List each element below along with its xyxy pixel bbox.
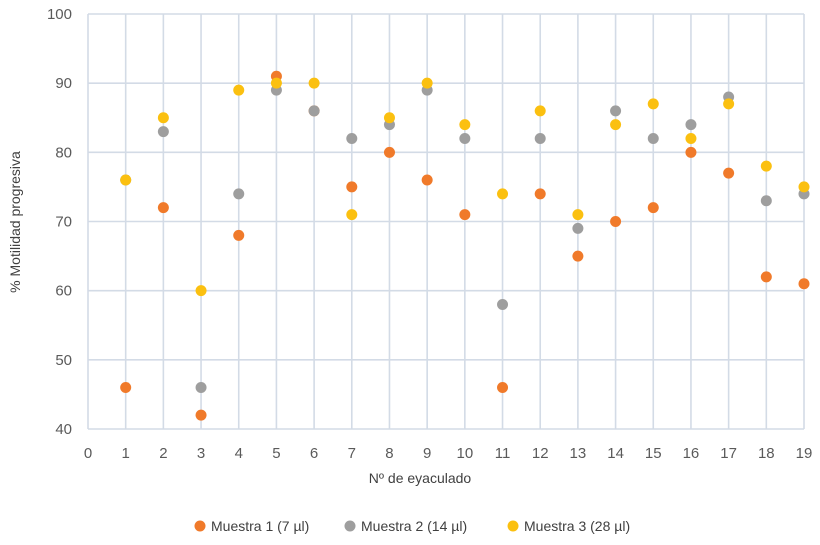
data-point-series-1 [233,229,245,241]
data-point-series-1 [497,382,509,393]
y-tick-label: 40 [55,421,72,438]
data-point-series-3 [233,84,245,96]
data-point-series-2 [685,119,697,131]
data-point-series-3 [459,119,471,131]
y-tick-label: 100 [47,6,72,23]
y-tick-label: 90 [55,75,72,92]
x-tick-label: 0 [84,445,92,462]
data-point-series-3 [798,181,810,193]
data-point-series-1 [685,146,697,158]
data-point-series-3 [308,77,320,89]
data-point-series-1 [610,216,622,227]
data-point-series-1 [346,181,358,193]
x-tick-label: 5 [272,445,280,462]
x-tick-label: 12 [532,445,549,462]
x-tick-label: 13 [570,445,587,462]
y-tick-label: 80 [55,144,72,161]
data-point-series-1 [760,271,772,283]
data-point-series-1 [421,174,433,186]
legend-marker [507,520,519,532]
legend-label: Muestra 3 (28 µl) [524,518,630,534]
data-point-series-3 [610,119,622,131]
data-point-series-2 [610,105,622,117]
data-point-series-2 [346,133,358,144]
data-point-series-3 [760,160,772,172]
data-point-series-1 [798,278,810,290]
y-axis-ticks: 40 50 60 70 80 90 100 [47,6,72,438]
x-tick-label: 19 [796,445,813,462]
x-tick-label: 3 [197,445,205,462]
x-tick-label: 8 [385,445,393,462]
x-tick-label: 1 [122,445,130,462]
data-point-series-3 [195,285,207,297]
y-tick-label: 50 [55,352,72,369]
data-point-series-2 [534,133,546,144]
data-point-series-2 [459,133,471,144]
data-point-series-2 [233,188,245,200]
x-axis-ticks: 0 1 2 3 4 5 6 7 8 9 10 11 12 13 14 15 16 17 18 19 [84,445,813,462]
legend: Muestra 1 (7 µl) Muestra 2 (14 µl) Muestra… [194,518,630,534]
data-points [120,70,810,421]
x-tick-label: 9 [423,445,431,462]
data-point-series-2 [647,133,659,144]
x-tick-label: 6 [310,445,318,462]
x-tick-label: 2 [159,445,167,462]
data-point-series-2 [308,105,320,117]
x-tick-label: 18 [758,445,775,462]
data-point-series-2 [157,126,169,138]
data-point-series-1 [723,167,735,179]
data-point-series-3 [647,98,659,110]
data-point-series-1 [647,202,659,214]
x-tick-label: 16 [683,445,700,462]
x-tick-label: 14 [607,445,624,462]
data-point-series-3 [383,112,395,124]
data-point-series-1 [383,146,395,158]
legend-label: Muestra 1 (7 µl) [211,518,309,534]
legend-marker [344,520,356,532]
x-axis-title: Nº de eyaculado [369,470,472,486]
data-point-series-3 [157,112,169,124]
legend-label: Muestra 2 (14 µl) [361,518,467,534]
legend-marker [194,520,206,532]
data-point-series-3 [572,209,584,221]
gridlines [87,13,805,430]
data-point-series-3 [270,77,282,89]
y-tick-label: 60 [55,283,72,300]
data-point-series-3 [685,133,697,144]
data-point-series-2 [195,382,207,393]
data-point-series-3 [421,77,433,89]
x-tick-label: 7 [348,445,356,462]
data-point-series-2 [572,222,584,234]
x-tick-label: 4 [235,445,243,462]
data-point-series-1 [120,382,132,393]
y-tick-label: 70 [55,214,72,231]
x-tick-label: 17 [720,445,737,462]
x-tick-label: 15 [645,445,662,462]
data-point-series-3 [497,188,509,200]
data-point-series-3 [346,209,358,221]
data-point-series-1 [534,188,546,200]
data-point-series-2 [760,195,772,207]
y-axis-title: % Motilidad progresiva [7,151,23,293]
data-point-series-1 [459,209,471,221]
data-point-series-2 [497,299,509,310]
data-point-series-3 [723,98,735,110]
x-tick-label: 10 [456,445,473,462]
data-point-series-1 [572,250,584,262]
data-point-series-3 [120,174,132,186]
data-point-series-3 [534,105,546,117]
data-point-series-1 [157,202,169,214]
x-tick-label: 11 [495,445,511,462]
data-point-series-1 [195,409,207,421]
